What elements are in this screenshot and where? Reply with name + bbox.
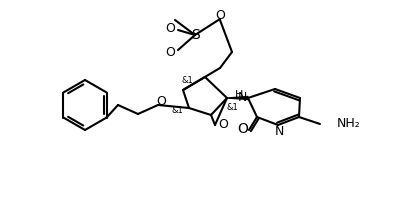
Text: O: O (165, 22, 175, 35)
Text: N: N (274, 125, 284, 138)
Text: &1: &1 (226, 103, 238, 112)
Text: NH₂: NH₂ (337, 117, 361, 130)
Text: &1: &1 (171, 106, 183, 114)
Text: O: O (165, 46, 175, 59)
Text: &1: &1 (181, 75, 193, 84)
Text: O: O (237, 122, 249, 136)
Text: H: H (235, 90, 243, 100)
Text: O: O (215, 9, 225, 22)
Polygon shape (227, 97, 248, 99)
Text: O: O (156, 95, 166, 108)
Text: N: N (237, 90, 247, 103)
Text: O: O (218, 117, 228, 130)
Text: S: S (190, 28, 199, 42)
